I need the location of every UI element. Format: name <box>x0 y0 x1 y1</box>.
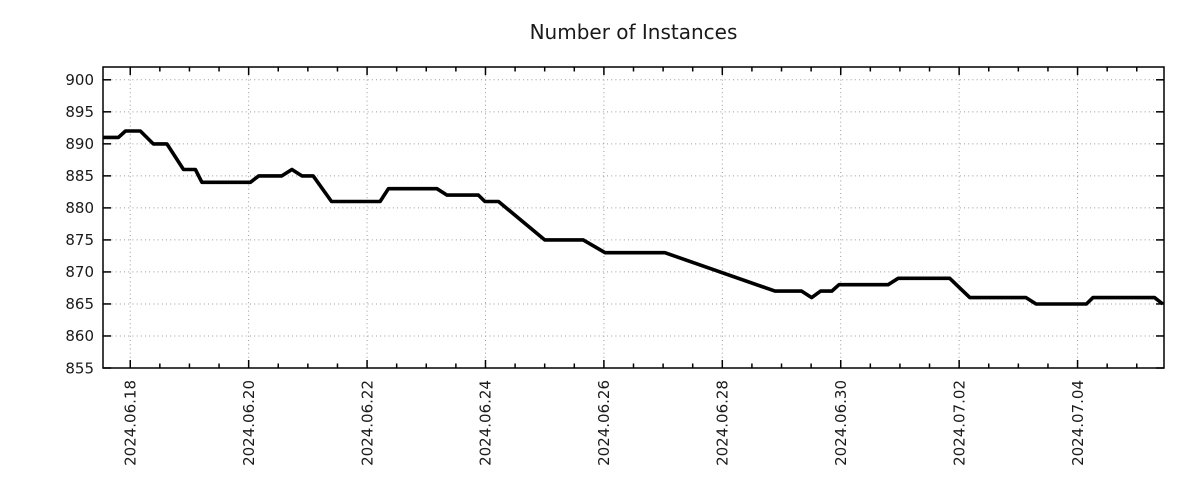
x-tick-label: 2024.07.02 <box>950 380 968 466</box>
x-tick-label: 2024.06.28 <box>714 380 732 466</box>
y-tick-label: 900 <box>65 71 94 89</box>
y-tick-label: 855 <box>65 359 94 377</box>
y-tick-label: 860 <box>65 327 94 345</box>
chart-title: Number of Instances <box>530 20 738 44</box>
y-tick-label: 885 <box>65 167 94 185</box>
y-tick-label: 880 <box>65 199 94 217</box>
axis-labels-layer: 855 860 865 870 875 880 885 890 895 900 2024.06.18… <box>65 71 1086 466</box>
grid-layer <box>103 67 1164 368</box>
x-tick-label: 2024.07.04 <box>1069 380 1087 466</box>
y-tick-label: 875 <box>65 231 94 249</box>
x-tick-label: 2024.06.30 <box>832 380 850 466</box>
plot-border <box>102 66 1165 369</box>
x-tick-label: 2024.06.22 <box>358 380 376 466</box>
y-tick-label: 870 <box>65 263 94 281</box>
y-tick-label: 890 <box>65 135 94 153</box>
x-tick-label: 2024.06.20 <box>240 380 258 466</box>
tick-layer <box>103 67 1164 369</box>
x-tick-label: 2024.06.26 <box>595 380 613 466</box>
y-tick-label: 865 <box>65 295 94 313</box>
x-tick-label: 2024.06.18 <box>121 380 139 466</box>
y-tick-label: 895 <box>65 103 94 121</box>
series-line-instances <box>103 129 1164 306</box>
x-tick-label: 2024.06.24 <box>477 380 495 466</box>
